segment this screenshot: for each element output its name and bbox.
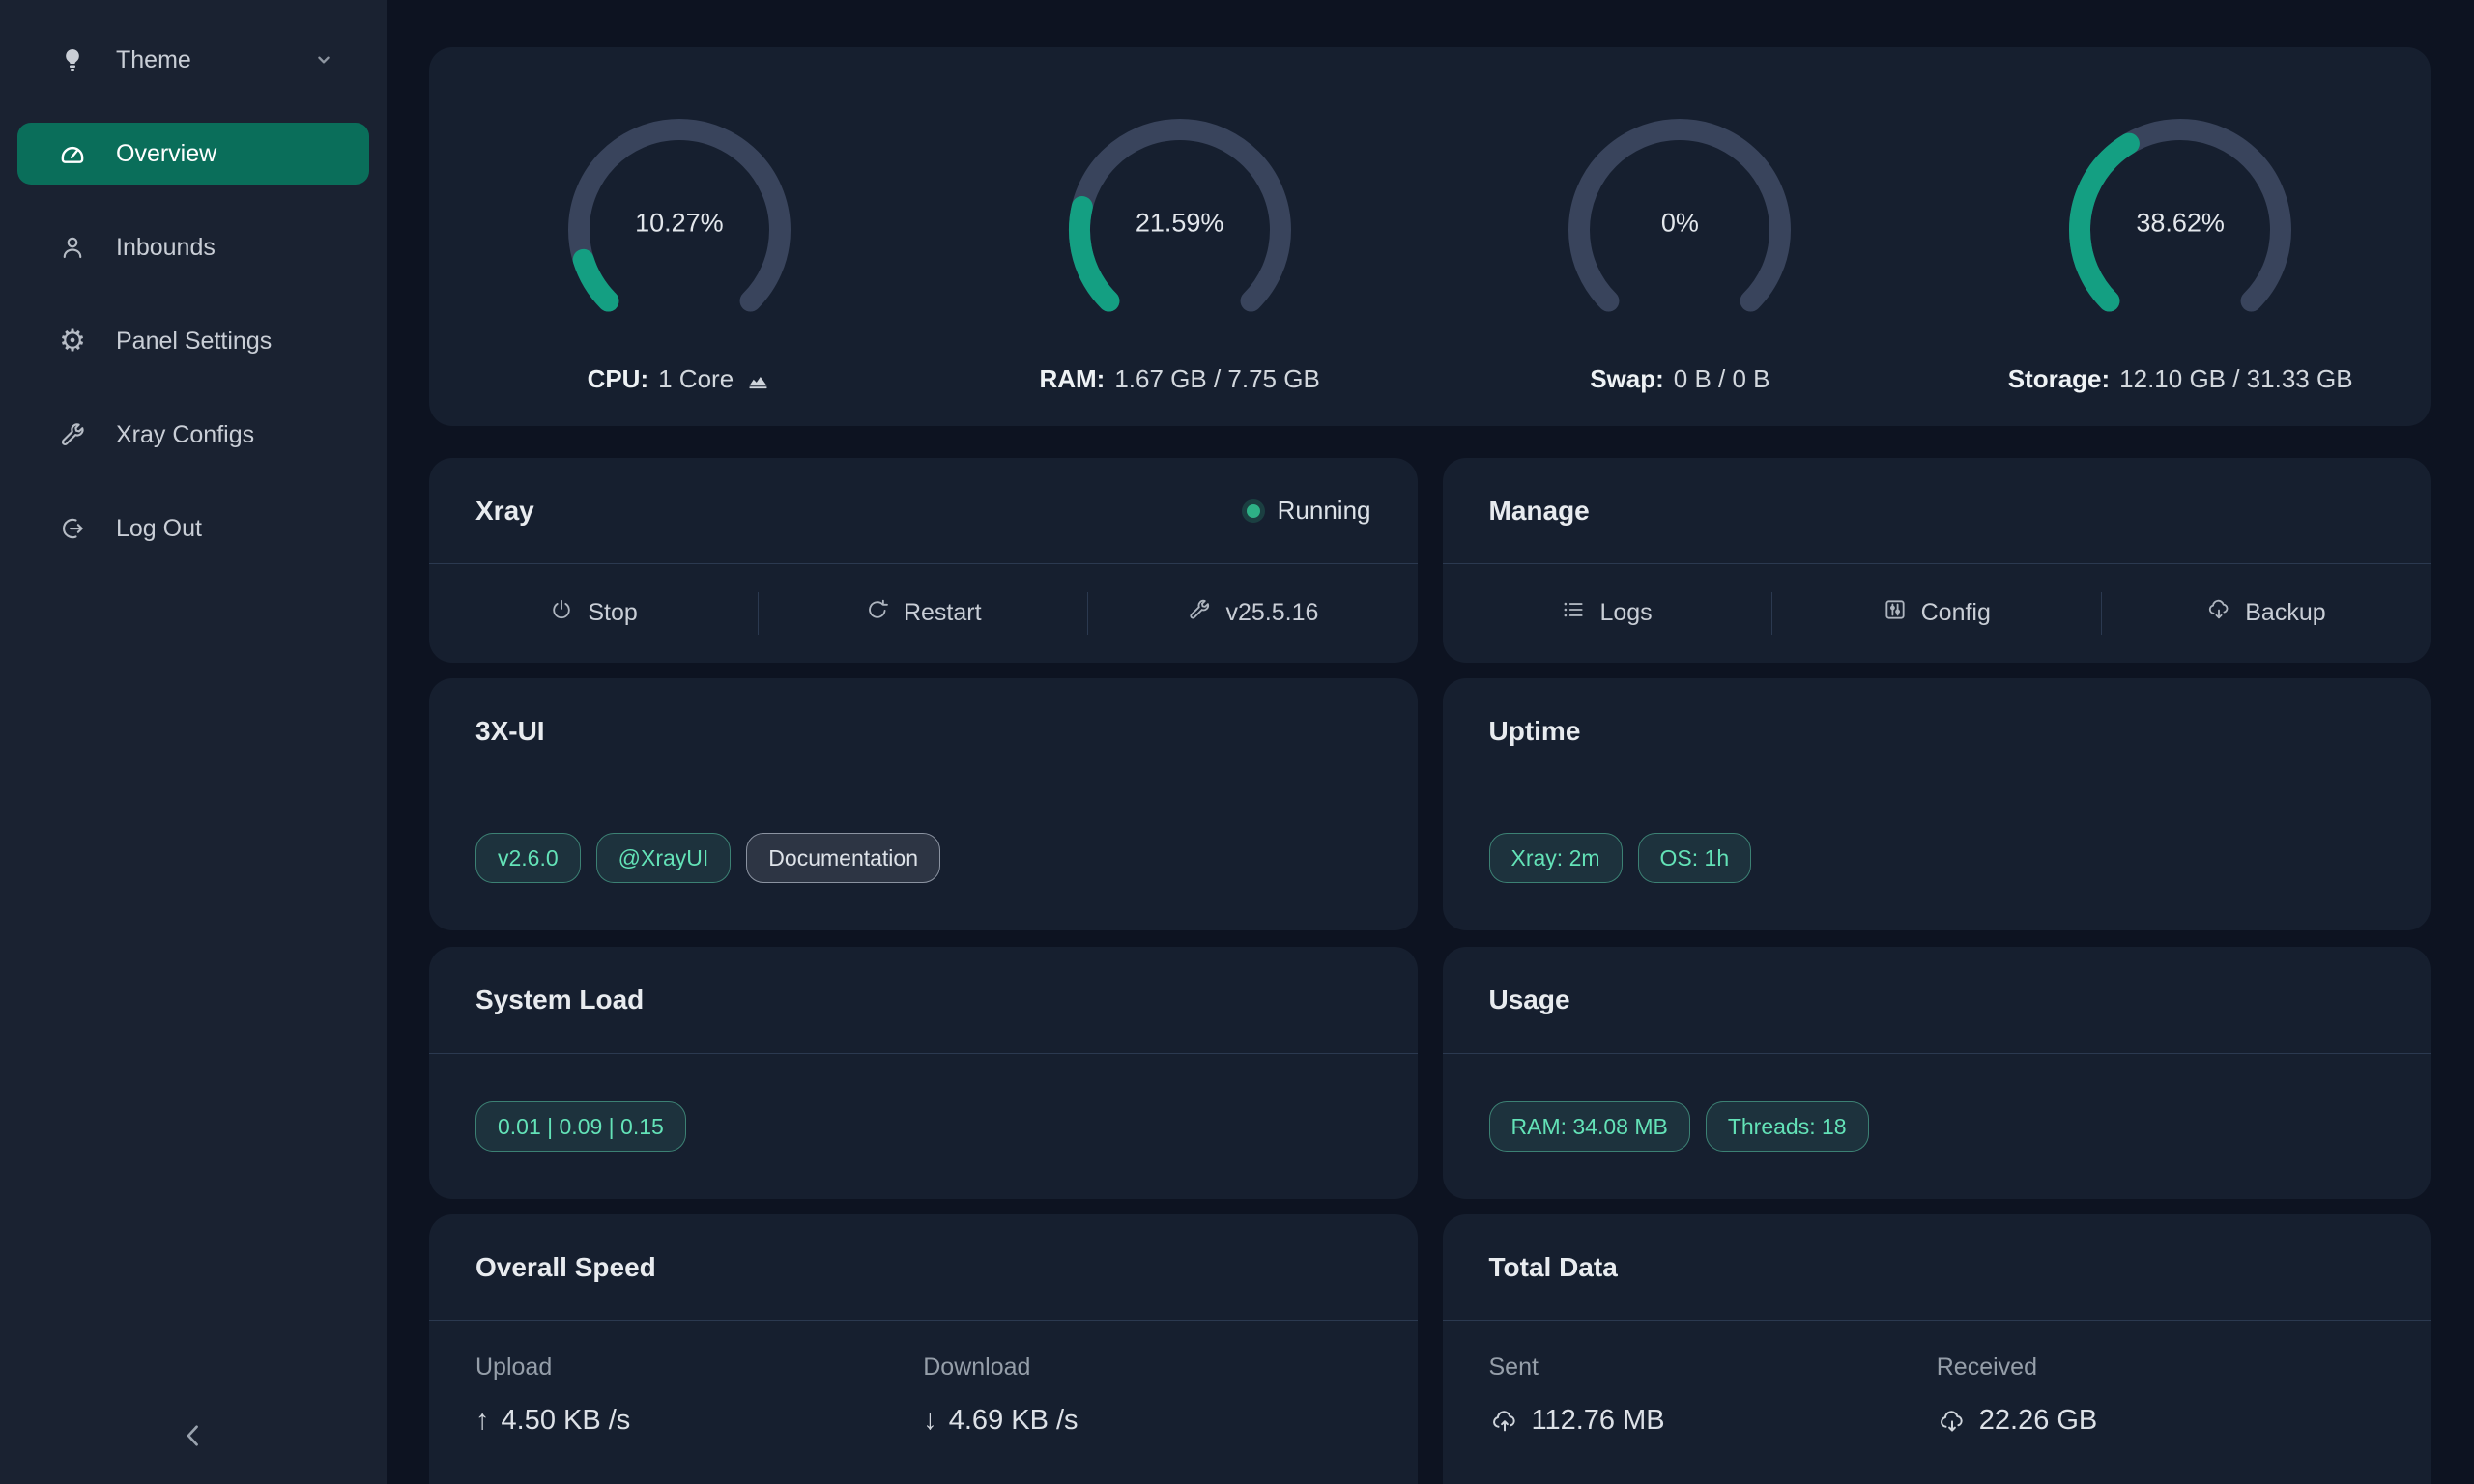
logs-button[interactable]: Logs <box>1443 597 1771 629</box>
swap-percent: 0% <box>1660 208 1699 237</box>
ram-usage-tag: RAM: 34.08 MB <box>1488 1101 1690 1152</box>
bulb-icon <box>56 43 89 76</box>
manage-card: Manage Logs <box>1442 458 2431 663</box>
xui-card: 3X-UI v2.6.0 @XrayUI Documentation <box>429 678 1418 930</box>
sidebar-item-log-out[interactable]: Log Out <box>17 498 369 559</box>
swap-gauge: 0% <box>1559 109 1800 351</box>
load-average-tag: 0.01 | 0.09 | 0.15 <box>475 1101 686 1152</box>
chevron-left-icon <box>177 1419 210 1457</box>
version-tag[interactable]: v2.6.0 <box>475 833 581 883</box>
sidebar-item-label: Panel Settings <box>116 327 273 355</box>
gauge-storage: 38.62% Storage: 12.10 GB / 31.33 GB <box>1930 109 2431 426</box>
received-stat: Received 22.26 GB <box>1936 1354 2098 1436</box>
gauge-swap: 0% Swap: 0 B / 0 B <box>1430 109 1931 426</box>
sidebar-item-inbounds[interactable]: Inbounds <box>17 216 369 278</box>
storage-gauge: 38.62% <box>2059 109 2301 351</box>
uptime-card: Uptime Xray: 2m OS: 1h <box>1442 678 2431 930</box>
usage-card: Usage RAM: 34.08 MB Threads: 18 <box>1442 947 2431 1199</box>
sidebar-item-label: Log Out <box>116 514 202 542</box>
total-data-card: Total Data Sent <box>1442 1214 2431 1484</box>
status-dot <box>1246 503 1260 518</box>
os-uptime-tag: OS: 1h <box>1637 833 1752 883</box>
divider <box>1087 591 1089 635</box>
storage-label: Storage: 12.10 GB / 31.33 GB <box>2007 364 2353 393</box>
swap-label: Swap: 0 B / 0 B <box>1590 364 1770 393</box>
sidebar-item-theme[interactable]: Theme <box>17 29 369 91</box>
sidebar-item-panel-settings[interactable]: ⚙ Panel Settings <box>17 310 369 372</box>
arrow-up-icon: ↑ <box>475 1405 490 1436</box>
xui-card-title: 3X-UI <box>475 716 545 746</box>
sidebar-collapse-button[interactable] <box>162 1409 224 1467</box>
system-gauges-card: 10.27% CPU: 1 Core <box>429 47 2431 426</box>
documentation-tag[interactable]: Documentation <box>746 833 940 883</box>
backup-button[interactable]: Backup <box>2102 597 2431 629</box>
uptime-card-title: Uptime <box>1488 716 1581 746</box>
wrench-icon <box>1187 597 1212 629</box>
divider <box>1770 591 1772 635</box>
arrow-down-icon: ↓ <box>923 1405 937 1436</box>
cpu-gauge: 10.27% <box>559 109 800 351</box>
cloud-download-icon <box>1937 1407 1968 1436</box>
upload-stat: Upload ↑ 4.50 KB /s <box>475 1354 631 1436</box>
gear-icon: ⚙ <box>59 323 86 358</box>
overall-speed-title: Overall Speed <box>475 1251 656 1282</box>
main-content: 10.27% CPU: 1 Core <box>387 0 2474 1484</box>
status-text: Running <box>1277 496 1371 525</box>
sidebar-item-label: Inbounds <box>116 233 216 261</box>
power-icon <box>549 597 574 629</box>
manage-card-title: Manage <box>1488 495 1590 526</box>
restart-button[interactable]: Restart <box>759 597 1087 629</box>
xray-version-button[interactable]: v25.5.16 <box>1088 597 1417 629</box>
xray-status: Running <box>1246 496 1371 526</box>
gauge-icon <box>56 137 89 170</box>
xray-card: Xray Running Stop <box>429 458 1418 663</box>
xrayui-tag[interactable]: @XrayUI <box>595 833 732 883</box>
ram-label: RAM: 1.67 GB / 7.75 GB <box>1039 364 1320 393</box>
gauge-ram: 21.59% RAM: 1.67 GB / 7.75 GB <box>930 109 1430 426</box>
cpu-chart-icon[interactable] <box>745 368 771 391</box>
list-icon <box>1561 597 1586 629</box>
stop-button[interactable]: Stop <box>429 597 758 629</box>
cloud-upload-icon <box>1489 1407 1520 1436</box>
xray-card-title: Xray <box>475 495 534 526</box>
system-load-title: System Load <box>475 985 645 1014</box>
ram-percent: 21.59% <box>1135 208 1224 237</box>
restart-icon <box>865 597 890 629</box>
overall-speed-card: Overall Speed Upload ↑ 4.50 KB /s Downlo… <box>429 1214 1418 1484</box>
usage-title: Usage <box>1488 985 1570 1014</box>
gauge-cpu: 10.27% CPU: 1 Core <box>429 109 930 426</box>
threads-tag: Threads: 18 <box>1705 1101 1869 1152</box>
cpu-percent: 10.27% <box>635 208 724 237</box>
sidebar-item-label: Xray Configs <box>116 420 255 448</box>
ram-gauge: 21.59% <box>1059 109 1301 351</box>
sliders-icon <box>1883 597 1908 629</box>
xray-uptime-tag: Xray: 2m <box>1488 833 1623 883</box>
total-data-title: Total Data <box>1488 1251 1618 1282</box>
cloud-download-icon <box>2206 597 2231 629</box>
sidebar-item-xray-configs[interactable]: Xray Configs <box>17 404 369 466</box>
sent-stat: Sent 112.76 MB <box>1488 1354 1665 1436</box>
sidebar-item-overview[interactable]: Overview <box>17 123 369 185</box>
sidebar: Theme Overview <box>0 0 387 1484</box>
divider <box>2100 591 2102 635</box>
storage-percent: 38.62% <box>2136 208 2225 237</box>
download-stat: Download ↓ 4.69 KB /s <box>923 1354 1079 1436</box>
config-button[interactable]: Config <box>1772 597 2101 629</box>
user-icon <box>56 231 89 264</box>
logout-icon <box>56 512 89 545</box>
divider <box>758 591 760 635</box>
system-load-card: System Load 0.01 | 0.09 | 0.15 <box>429 947 1418 1199</box>
sidebar-item-label: Theme <box>116 45 191 73</box>
cpu-label: CPU: 1 Core <box>588 364 772 394</box>
chevron-down-icon <box>313 49 334 71</box>
sidebar-item-label: Overview <box>116 139 217 167</box>
wrench-icon <box>56 418 89 451</box>
